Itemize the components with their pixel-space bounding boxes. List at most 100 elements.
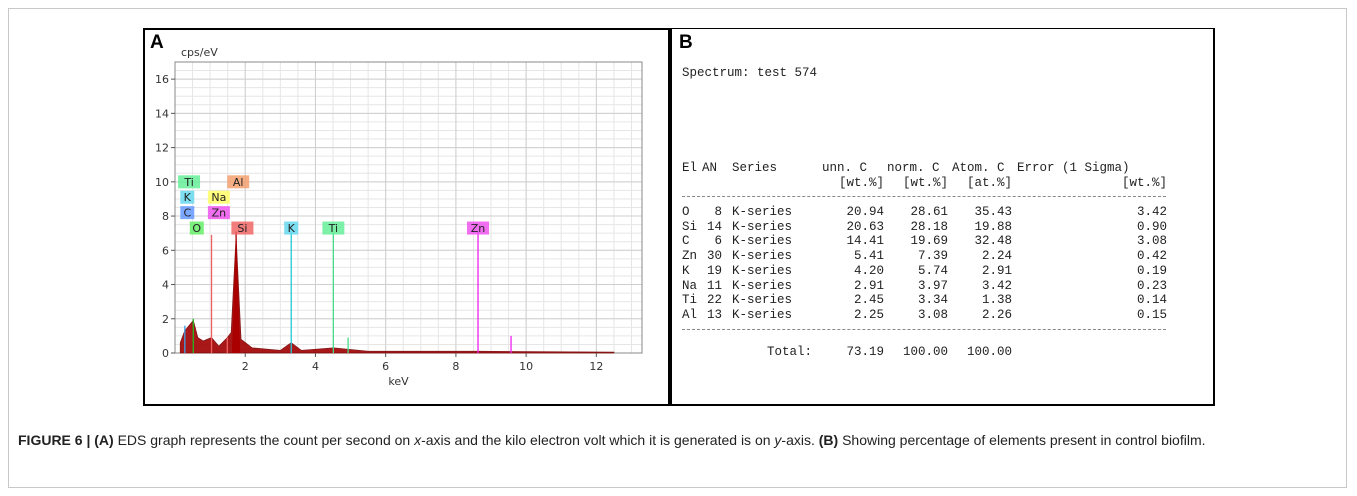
y-tick-label: 12 (155, 142, 169, 155)
element-label: Si (237, 222, 247, 235)
table-cell: K-series (732, 278, 793, 293)
table-cell: 35.43 (974, 205, 1012, 219)
column-header: AN (702, 161, 718, 175)
element-label-box (207, 190, 230, 204)
table-cell: 3.08 (1136, 234, 1167, 249)
table-cell: 13 (706, 307, 722, 322)
table-cell: 6 (714, 234, 722, 249)
x-tick-label: 10 (519, 360, 533, 373)
spectrum-title: Spectrum: test 574 (682, 66, 818, 80)
table-cell: O (682, 205, 690, 219)
caption-segment: EDS graph represents the count per secon… (113, 432, 415, 448)
table-cell: 3.34 (917, 293, 948, 308)
table-total-row: Total: 73.19 100.00 100.00 (672, 345, 1212, 359)
x-axis-label: keV (388, 375, 409, 388)
y-tick-label: 10 (155, 176, 169, 189)
table-cell: Zn (682, 249, 698, 264)
table-cell: Si (682, 219, 698, 234)
table-cell: 0.42 (1136, 249, 1167, 264)
x-tick-label: 8 (452, 360, 459, 373)
table-cell: Na (682, 278, 698, 293)
column-header: Atom. C (952, 161, 1005, 175)
table-cell: 2.45 (853, 293, 884, 308)
total-cell: 100.00 (902, 345, 948, 359)
table-cell: 7.39 (917, 249, 948, 264)
caption-segment: -axis and the kilo electron volt which i… (421, 432, 775, 448)
table-cell: 20.94 (846, 205, 884, 219)
panel-a-eds-spectrum: A Ti Al K Na C Zn O Si K Ti Zn 2 4 6 8 10 12 0 2 4 6 8 10 12 14 1… (143, 28, 669, 406)
table-cell: 14 (706, 219, 722, 234)
table-cell: 19.69 (910, 234, 948, 249)
column-header: norm. C (887, 161, 940, 175)
table-cell: 19.88 (974, 219, 1012, 234)
table-cell: K (682, 263, 690, 278)
table-cell: 2.91 (981, 263, 1012, 278)
table-cell: K-series (732, 234, 793, 249)
column-header: Error (1 Sigma) (1017, 161, 1130, 175)
column-header: unn. C (822, 161, 868, 175)
table-cell: 28.61 (910, 205, 948, 219)
x-tick-label: 4 (312, 360, 319, 373)
table-row: K 19 K-series 4.20 5.74 2.91 0.19 (672, 264, 1212, 278)
column-unit: [at.%] (966, 176, 1012, 190)
y-tick-label: 16 (155, 73, 169, 86)
column-header: Series (732, 161, 778, 175)
total-cell: Total: (767, 345, 813, 359)
caption-segment: y (774, 432, 782, 448)
table-cell: 30 (706, 249, 722, 264)
table-row: Si 14 K-series 20.63 28.18 19.88 0.90 (672, 220, 1212, 234)
element-label-box (284, 221, 299, 235)
x-tick-label: 12 (589, 360, 603, 373)
table-row: Al 13 K-series 2.25 3.08 2.26 0.15 (672, 308, 1212, 322)
column-unit: [wt.%] (902, 176, 948, 190)
element-label-box (189, 221, 204, 235)
table-cell: 3.08 (917, 307, 948, 322)
table-cell: 2.91 (853, 278, 884, 293)
caption-segment: x (414, 432, 422, 448)
table-cell: 3.42 (981, 278, 1012, 293)
table-cell: 3.97 (917, 278, 948, 293)
total-cell: 73.19 (846, 345, 884, 359)
element-label: Al (233, 176, 244, 189)
element-label: O (192, 222, 201, 235)
element-label: Zn (471, 222, 486, 235)
caption-segment: -axis. (781, 432, 819, 448)
table-cell: C (682, 234, 690, 249)
panel-b-element-table: B Spectrum: test 574 El AN Series unn. C nor… (669, 28, 1215, 406)
element-label: Zn (212, 207, 227, 220)
caption-segment: (B) (818, 432, 839, 448)
figure-caption: FIGURE 6 | (A) EDS graph represents the … (18, 429, 1328, 451)
y-tick-label: 14 (155, 107, 169, 120)
element-label: Na (211, 191, 226, 204)
table-cell: 4.20 (853, 263, 884, 278)
figure-frame (8, 8, 1347, 488)
table-row: Zn 30 K-series 5.41 7.39 2.24 0.42 (672, 249, 1212, 263)
eds-chart: Ti Al K Na C Zn O Si K Ti Zn 2 4 6 8 10 12 0 2 4 6 8 10 12 14 16 k… (155, 46, 643, 388)
y-axis-label: cps/eV (181, 46, 218, 59)
table-cell: K-series (732, 219, 793, 234)
table-cell: 0.90 (1136, 219, 1167, 234)
table-cell: 20.63 (846, 219, 884, 234)
table-cell: 0.23 (1136, 278, 1167, 293)
y-tick-label: 2 (162, 313, 169, 326)
element-label-box (231, 221, 254, 235)
table-cell: 11 (706, 278, 722, 293)
table-cell: 32.48 (974, 234, 1012, 249)
element-label-box (178, 175, 201, 189)
table-header-units-row: [wt.%] [wt.%] [at.%] [wt.%] (672, 176, 1212, 190)
x-tick-label: 2 (242, 360, 249, 373)
element-label: K (184, 191, 192, 204)
table-cell: K-series (732, 263, 793, 278)
column-header: El (682, 161, 698, 175)
table-rule-top (682, 196, 1166, 197)
x-tick-label: 6 (382, 360, 389, 373)
element-label: Ti (328, 222, 338, 235)
table-cell: 0.19 (1136, 263, 1167, 278)
y-tick-label: 8 (162, 210, 169, 223)
table-cell: K-series (732, 205, 793, 219)
caption-segment: (A) (94, 432, 114, 448)
table-row: Ti 22 K-series 2.45 3.34 1.38 0.14 (672, 293, 1212, 307)
caption-text: (A) EDS graph represents the count per s… (94, 432, 1205, 448)
table-cell: 8 (714, 205, 722, 219)
table-cell: 0.15 (1136, 307, 1167, 322)
